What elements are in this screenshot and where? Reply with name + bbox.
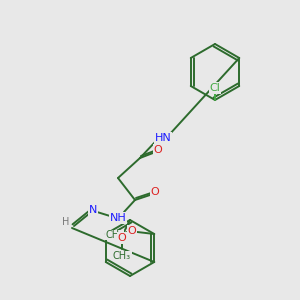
Text: O: O [118, 233, 126, 243]
Text: Cl: Cl [210, 83, 220, 93]
Text: H: H [62, 217, 70, 227]
Text: CH₃: CH₃ [105, 230, 123, 240]
Text: O: O [151, 187, 159, 197]
Text: HN: HN [154, 133, 171, 143]
Text: O: O [154, 145, 162, 155]
Text: NH: NH [110, 213, 126, 223]
Text: O: O [128, 226, 136, 236]
Text: CH₃: CH₃ [113, 251, 131, 261]
Text: N: N [89, 205, 97, 215]
